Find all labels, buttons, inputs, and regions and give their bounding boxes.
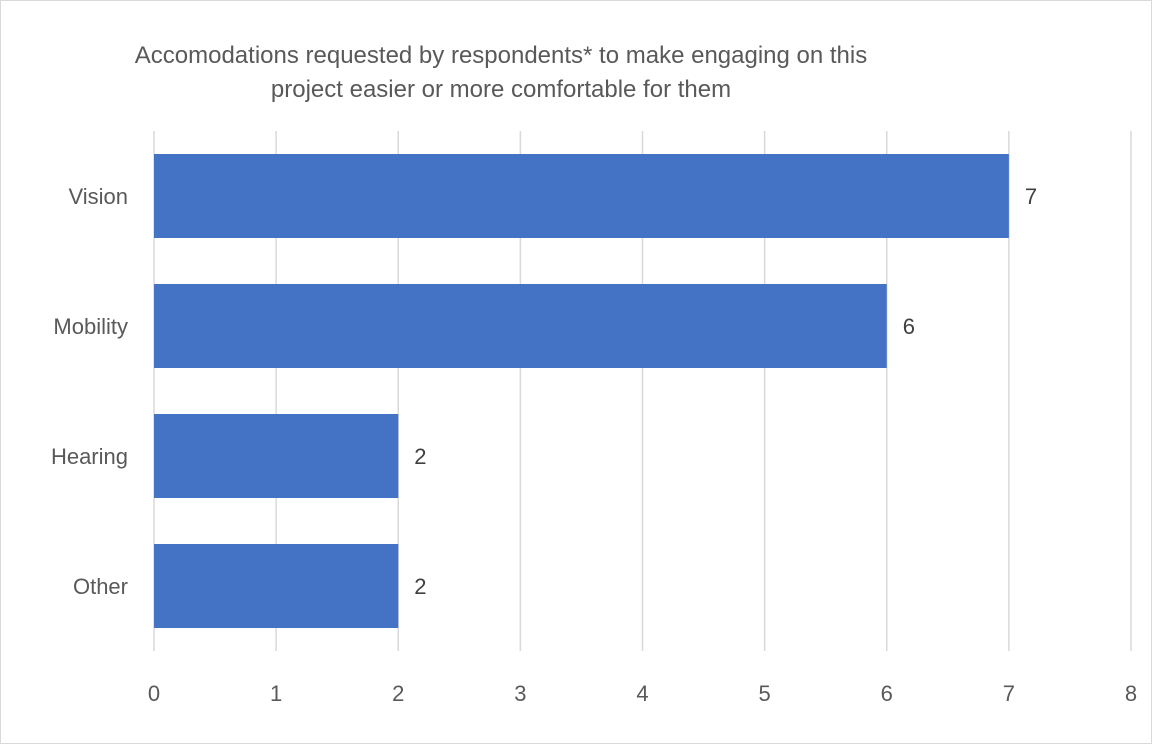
category-label-mobility: Mobility — [53, 314, 128, 339]
x-tick-label-0: 0 — [148, 681, 160, 706]
bar-hearing — [154, 414, 399, 498]
category-label-other: Other — [73, 574, 128, 599]
data-label-mobility: 6 — [903, 314, 915, 339]
x-tick-label-7: 7 — [1003, 681, 1015, 706]
chart-title: Accomodations requested by respondents* … — [134, 42, 868, 103]
x-tick-label-3: 3 — [514, 681, 526, 706]
data-label-other: 2 — [414, 574, 426, 599]
x-tick-label-6: 6 — [881, 681, 893, 706]
x-tick-label-5: 5 — [759, 681, 771, 706]
data-label-hearing: 2 — [414, 444, 426, 469]
x-tick-label-8: 8 — [1125, 681, 1137, 706]
category-label-vision: Vision — [68, 184, 128, 209]
bar-mobility — [154, 284, 887, 368]
bar-other — [154, 544, 399, 628]
bar-vision — [154, 154, 1009, 238]
category-label-hearing: Hearing — [51, 444, 128, 469]
x-tick-label-2: 2 — [392, 681, 404, 706]
data-label-vision: 7 — [1025, 184, 1037, 209]
x-tick-label-1: 1 — [270, 681, 282, 706]
x-tick-label-4: 4 — [636, 681, 648, 706]
